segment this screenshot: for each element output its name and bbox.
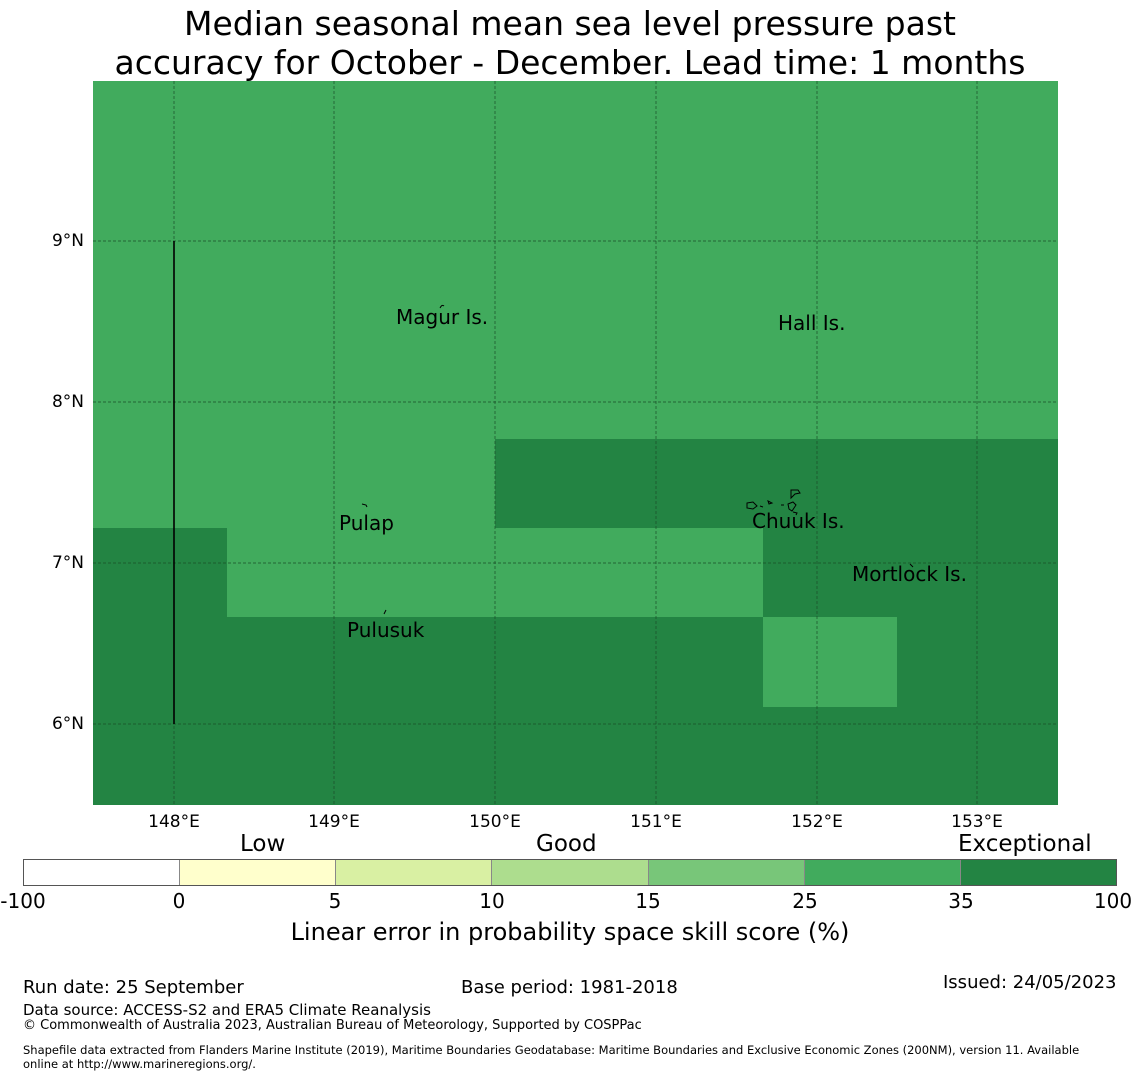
skill-map [93,81,1058,805]
legend-band-exceptional: Exceptional [958,831,1092,857]
legend-band-good: Good [536,831,597,857]
place-label-magur: Magur Is. [396,305,489,329]
place-label-mortlock: Mortlock Is. [852,562,967,586]
colorbar-segment-35-100 [960,860,1116,885]
lon-label-153e: 153°E [951,812,1003,832]
colorbar-tick-35: 35 [948,889,974,913]
colorbar-tick-neg100: -100 [0,889,46,913]
map-cell-east-block [495,439,1058,528]
legend-band-low: Low [240,831,286,857]
colorbar-segment-0-5 [180,860,337,885]
colorbar-tick-25: 25 [792,889,818,913]
shapefile-credit-line-2: online at http://www.marineregions.org/. [23,1057,256,1071]
lon-label-150e: 150°E [469,812,521,832]
place-label-pulusuk: Pulusuk [347,618,425,642]
magur-island-outline [439,304,445,309]
lat-label-9n: 9°N [51,231,84,251]
chart-title: Median seasonal mean sea level pressure … [0,4,1140,82]
pulusuk-island-outline [383,609,387,615]
colorbar-segment-25-35 [804,860,961,885]
base-period: Base period: 1981-2018 [461,977,678,998]
pulap-island-outline [361,503,368,508]
lat-label-8n: 8°N [51,392,84,412]
island-outlines [361,304,914,615]
colorbar-tick-5: 5 [328,889,342,913]
place-label-chuuk: Chuuk Is. [752,509,845,533]
copyright-notice: © Commonwealth of Australia 2023, Austra… [23,1018,642,1033]
colorbar-tick-100: 100 [1093,889,1133,913]
colorbar-tick-15: 15 [635,889,661,913]
issued-date: Issued: 24/05/2023 [943,972,1117,993]
colorbar-tick-0: 0 [172,889,186,913]
colorbar [23,859,1117,886]
map-cell-south-block [93,617,1058,805]
colorbar-segment-neg100-0 [24,860,181,885]
map-cell-light-block [763,617,897,707]
lon-label-149e: 149°E [308,812,360,832]
title-line-2: accuracy for October - December. Lead ti… [114,43,1026,82]
colorbar-tick-10: 10 [479,889,505,913]
lon-label-151e: 151°E [630,812,682,832]
colorbar-segment-15-25 [648,860,805,885]
colorbar-title: Linear error in probability space skill … [290,918,850,946]
place-label-hall: Hall Is. [778,311,846,335]
place-label-pulap: Pulap [339,511,394,535]
map-cell-west-block [93,528,227,617]
lon-label-148e: 148°E [148,812,200,832]
title-line-1: Median seasonal mean sea level pressure … [184,4,956,43]
colorbar-segment-10-15 [492,860,649,885]
chuuk-island-outline [746,489,801,516]
mortlock-island-outline [909,563,914,568]
lon-label-152e: 152°E [791,812,843,832]
map-cell-mortlock-block [763,528,1058,617]
data-source: Data source: ACCESS-S2 and ERA5 Climate … [23,1001,431,1019]
lat-label-7n: 7°N [51,553,84,573]
run-date: Run date: 25 September [23,977,244,998]
shapefile-credit-line-1: Shapefile data extracted from Flanders M… [23,1043,1080,1057]
colorbar-segment-5-10 [336,860,493,885]
lat-label-6n: 6°N [51,714,84,734]
